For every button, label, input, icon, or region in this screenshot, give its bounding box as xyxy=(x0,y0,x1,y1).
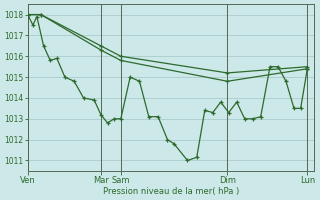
X-axis label: Pression niveau de la mer( hPa ): Pression niveau de la mer( hPa ) xyxy=(103,187,239,196)
